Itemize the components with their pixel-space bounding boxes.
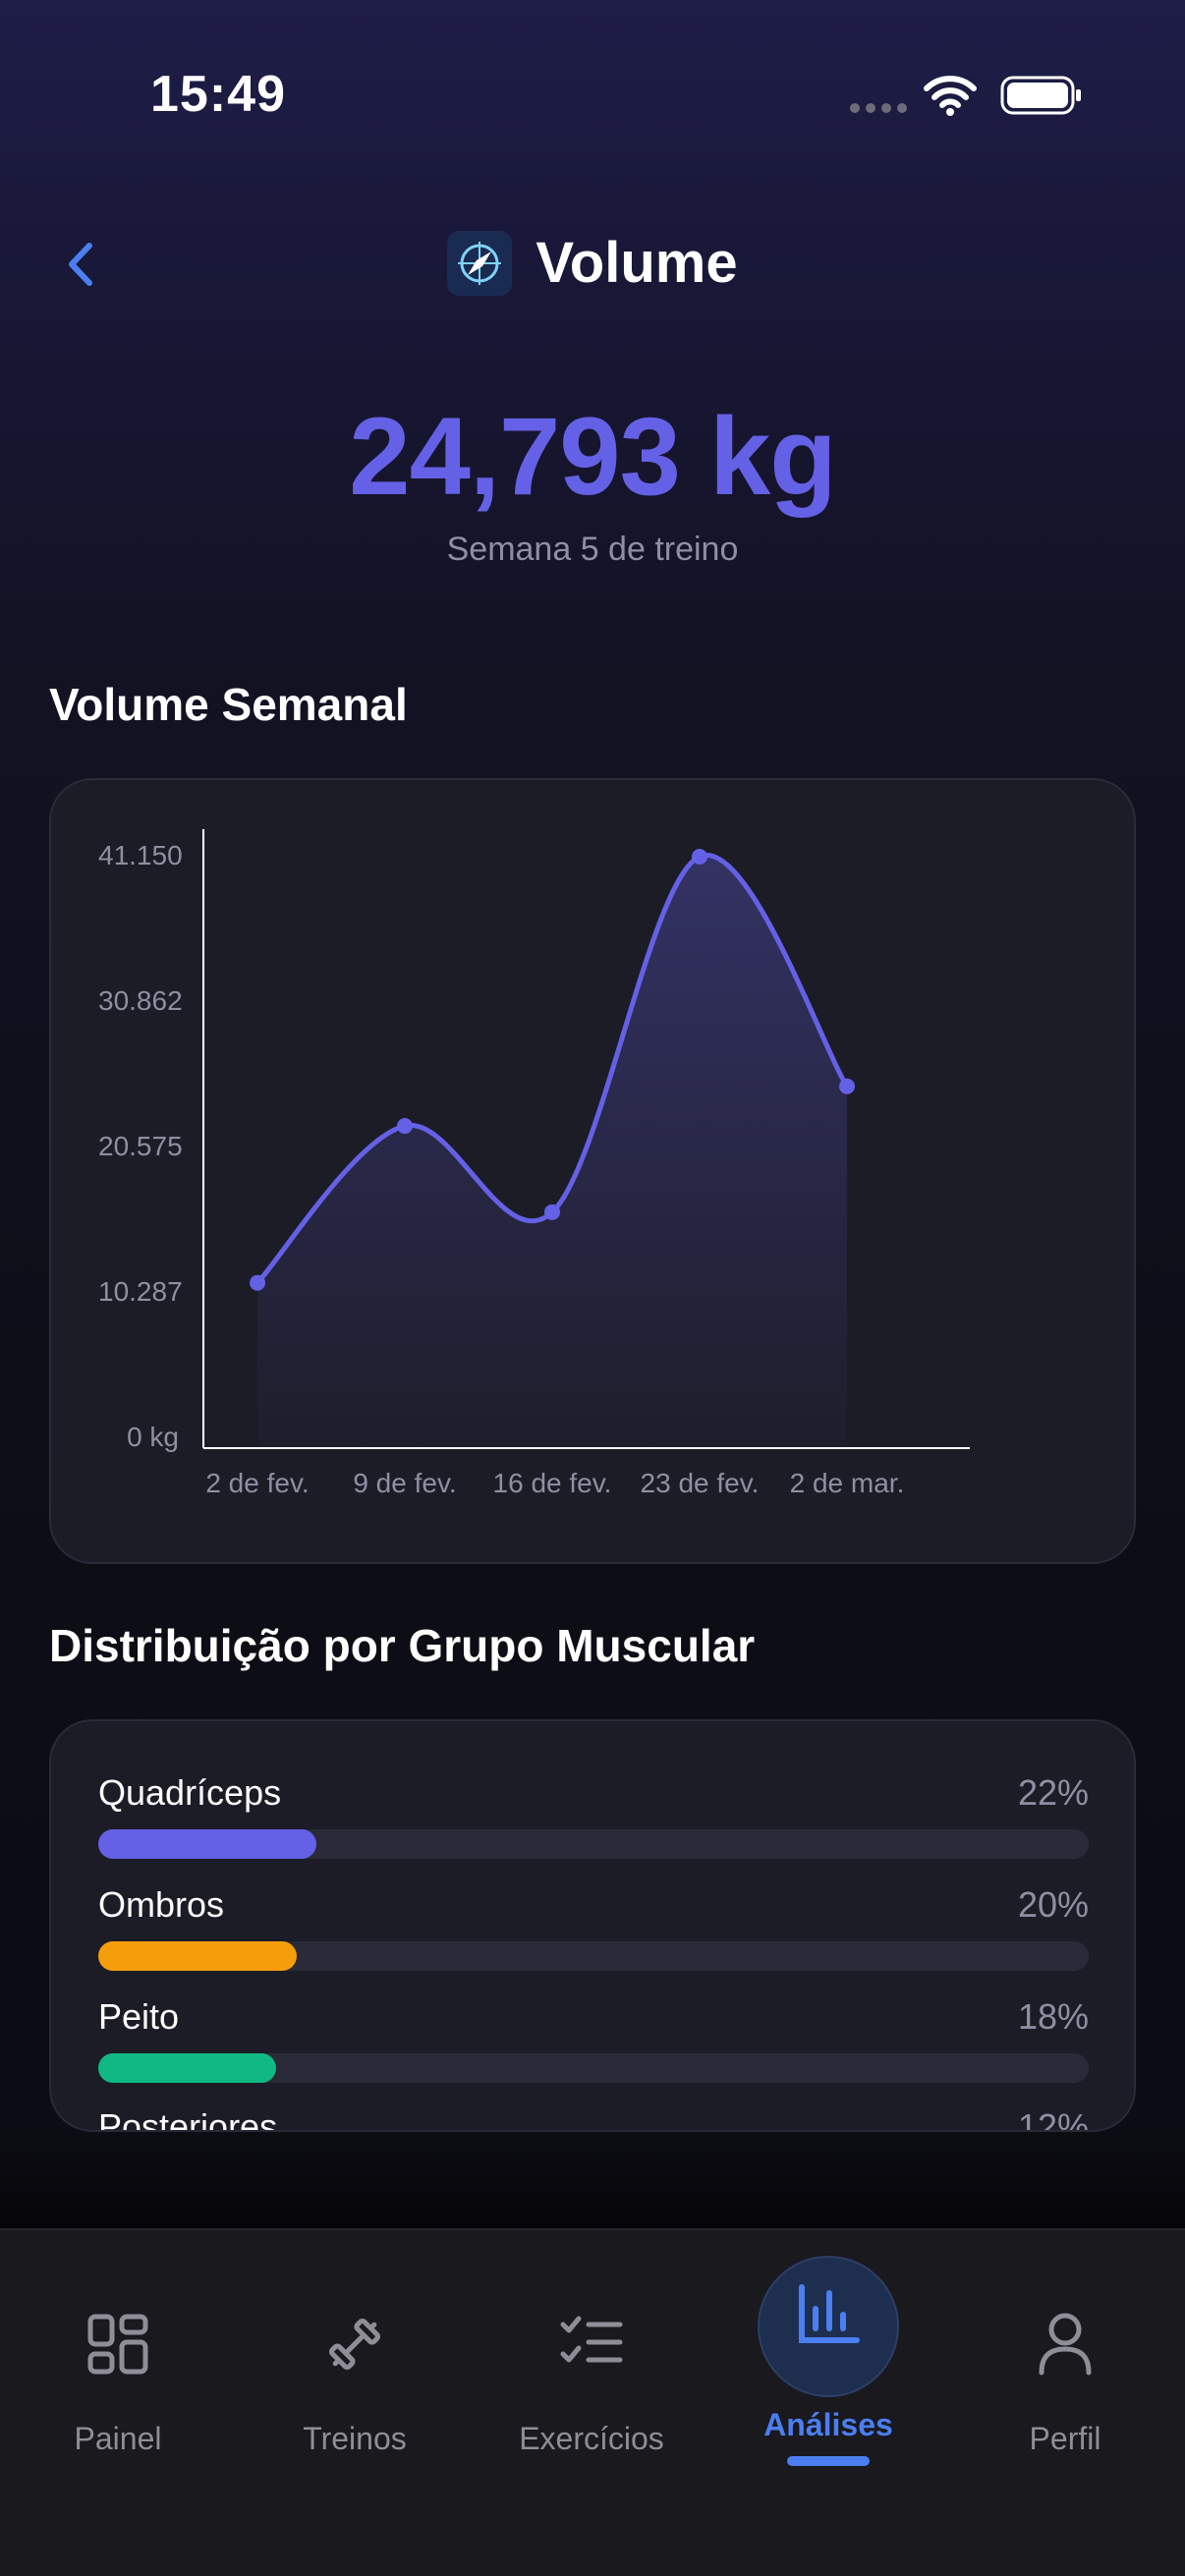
tab-label: Análises <box>763 2407 893 2442</box>
tab-label: Painel <box>74 2421 162 2456</box>
muscle-name: Quadríceps <box>98 1772 282 1813</box>
nav-header: Volume <box>0 216 1185 314</box>
tab-label: Treinos <box>303 2421 407 2456</box>
weekly-volume-chart: 41.150 30.862 20.575 10.287 0 kg 2 de fev. 9 d… <box>98 829 970 1498</box>
weekly-volume-chart-card: 41.150 30.862 20.575 10.287 0 kg 2 de fev. 9 d… <box>49 778 1136 1564</box>
tab-perfil[interactable]: Perfil <box>947 2230 1183 2486</box>
tab-analises[interactable]: Análises <box>710 2230 946 2486</box>
status-time: 15:49 <box>150 66 286 123</box>
chart-x-tick-label: 2 de mar. <box>790 1468 905 1498</box>
tab-treinos[interactable]: Treinos <box>237 2230 473 2486</box>
chart-x-tick-label: 2 de fev. <box>205 1468 309 1498</box>
muscle-row: Peito 18% <box>98 1996 1089 2099</box>
chevron-left-icon <box>69 243 92 286</box>
weekly-volume-title: Volume Semanal <box>49 679 408 730</box>
grid-icon <box>79 2305 157 2383</box>
muscle-distribution-card: Quadríceps 22% Ombros 20% Peito 18% Post… <box>49 1719 1136 2132</box>
training-week-label: Semana 5 de treino <box>446 531 739 568</box>
tab-label: Exercícios <box>519 2421 664 2456</box>
chart-data-point <box>397 1118 413 1135</box>
progress-track <box>98 1941 1089 1971</box>
muscle-name: Posteriores <box>98 2106 278 2132</box>
chart-data-point <box>692 849 707 865</box>
volume-summary: 24,793 kg Semana 5 de treino <box>0 393 1185 569</box>
tab-bar: Painel Treinos Exercícios <box>0 2228 1185 2576</box>
muscle-name: Ombros <box>98 1884 225 1925</box>
person-icon <box>1026 2305 1104 2383</box>
tab-label: Perfil <box>1029 2421 1101 2456</box>
chart-data-point <box>250 1274 265 1291</box>
progress-track <box>98 2053 1089 2083</box>
chart-x-tick-label: 9 de fev. <box>353 1468 456 1498</box>
chart-area-fill <box>257 855 847 1448</box>
title-wrap: Volume <box>0 230 1185 296</box>
chart-y-tick-label: 0 kg <box>127 1422 179 1452</box>
dumbbell-icon <box>315 2305 394 2383</box>
back-button[interactable] <box>51 230 110 299</box>
chart-data-point <box>544 1204 560 1220</box>
muscle-row: Quadríceps 22% <box>98 1772 1089 1875</box>
wifi-icon <box>924 76 977 116</box>
chart-y-tick-label: 41.150 <box>98 840 183 870</box>
chart-y-tick-label: 30.862 <box>98 985 183 1016</box>
chart-data-point <box>839 1078 855 1094</box>
muscle-percent: 20% <box>1017 1884 1089 1925</box>
progress-fill <box>98 1829 316 1859</box>
tab-exercicios[interactable]: Exercícios <box>474 2230 709 2486</box>
chart-x-tick-label: 23 de fev. <box>641 1468 760 1498</box>
tab-painel[interactable]: Painel <box>0 2230 236 2486</box>
bar-chart-icon <box>789 2275 868 2354</box>
muscle-row: Ombros 20% <box>98 1884 1089 1987</box>
active-tab-indicator <box>787 2456 870 2466</box>
cellular-signal-icon <box>850 103 907 113</box>
muscle-percent: 22% <box>1017 1772 1089 1813</box>
status-bar: 15:49 <box>0 0 1185 196</box>
checklist-icon <box>552 2305 631 2383</box>
compass-icon <box>447 230 513 296</box>
distribution-title: Distribuição por Grupo Muscular <box>49 1620 756 1671</box>
progress-fill <box>98 2053 277 2083</box>
chart-series-line <box>254 853 850 1286</box>
chart-y-tick-label: 10.287 <box>98 1276 183 1307</box>
scroll-fade <box>0 2128 1185 2230</box>
battery-icon <box>1000 76 1081 115</box>
muscle-percent: 12% <box>1017 2106 1089 2132</box>
page-title: Volume <box>536 231 738 295</box>
total-volume-value: 24,793 kg <box>349 395 836 518</box>
chart-x-tick-label: 16 de fev. <box>493 1468 612 1498</box>
muscle-name: Peito <box>98 1996 180 2037</box>
progress-fill <box>98 1941 297 1971</box>
muscle-row: Posteriores 12% <box>98 2106 1089 2132</box>
progress-track <box>98 1829 1089 1859</box>
muscle-percent: 18% <box>1017 1996 1089 2037</box>
chart-y-tick-label: 20.575 <box>98 1131 183 1161</box>
